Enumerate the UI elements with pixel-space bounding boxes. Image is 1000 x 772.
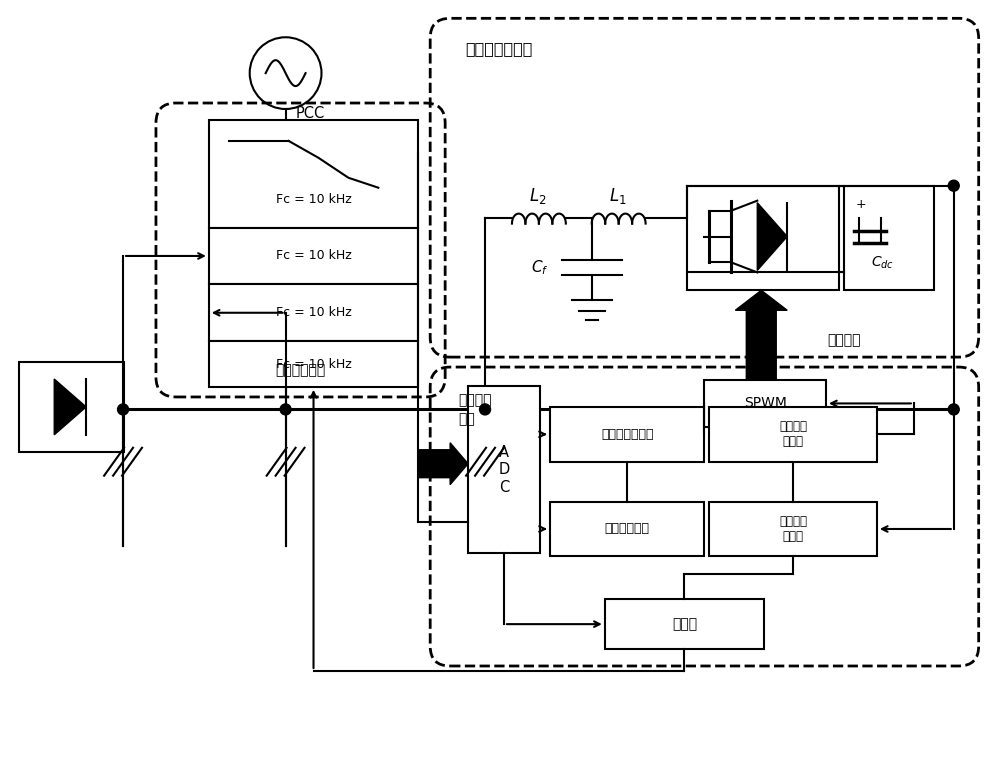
Text: 有源电力滤波器: 有源电力滤波器 xyxy=(465,41,532,56)
Circle shape xyxy=(280,404,291,415)
Text: $\mathit{L}_1$: $\mathit{L}_1$ xyxy=(609,186,626,205)
Text: 谐波电流调节器: 谐波电流调节器 xyxy=(601,428,653,441)
Bar xyxy=(209,120,418,228)
Bar xyxy=(709,407,877,462)
Text: Fc = 10 kHz: Fc = 10 kHz xyxy=(276,306,351,320)
Text: Fc = 10 kHz: Fc = 10 kHz xyxy=(276,193,351,206)
Text: +: + xyxy=(856,198,866,212)
Text: 核心控制
电路: 核心控制 电路 xyxy=(458,393,492,427)
Text: 直流电压
调节器: 直流电压 调节器 xyxy=(779,515,807,543)
Bar xyxy=(209,341,418,387)
Text: 谐波检测装置: 谐波检测装置 xyxy=(605,523,650,536)
Text: $\mathit{L}_2$: $\mathit{L}_2$ xyxy=(529,186,547,205)
Bar xyxy=(209,228,418,284)
FancyArrow shape xyxy=(735,290,787,380)
Bar xyxy=(605,599,764,649)
Circle shape xyxy=(118,404,129,415)
Bar xyxy=(704,380,826,427)
Polygon shape xyxy=(54,379,86,435)
Bar xyxy=(844,186,934,290)
Text: 驱动电路: 驱动电路 xyxy=(827,334,861,347)
Text: $\mathit{C}_{dc}$: $\mathit{C}_{dc}$ xyxy=(871,254,894,271)
Text: 基波电流
调节器: 基波电流 调节器 xyxy=(779,420,807,449)
Text: 锁相环: 锁相环 xyxy=(672,617,697,631)
Bar xyxy=(687,186,839,290)
FancyArrow shape xyxy=(418,443,468,485)
Text: 采样调理电路: 采样调理电路 xyxy=(275,363,326,377)
Bar xyxy=(550,502,704,557)
Bar xyxy=(709,502,877,557)
Polygon shape xyxy=(757,203,787,270)
Bar xyxy=(19,362,124,452)
Text: $\mathit{C}_{f}$: $\mathit{C}_{f}$ xyxy=(531,258,549,277)
Text: Fc = 10 kHz: Fc = 10 kHz xyxy=(276,357,351,371)
Text: Fc = 10 kHz: Fc = 10 kHz xyxy=(276,249,351,262)
Text: SPWM: SPWM xyxy=(744,397,787,411)
Text: PCC: PCC xyxy=(296,106,325,121)
Bar xyxy=(468,386,540,554)
Circle shape xyxy=(480,404,491,415)
Circle shape xyxy=(948,180,959,191)
Bar xyxy=(550,407,704,462)
Circle shape xyxy=(948,404,959,415)
Text: A
D
C: A D C xyxy=(498,445,510,495)
Bar xyxy=(209,284,418,341)
